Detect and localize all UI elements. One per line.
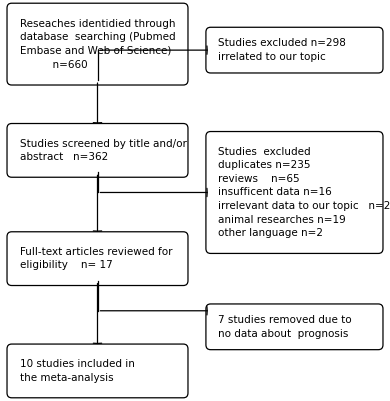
FancyBboxPatch shape (7, 344, 188, 398)
FancyBboxPatch shape (206, 132, 383, 253)
Text: 10 studies included in
the meta-analysis: 10 studies included in the meta-analysis (20, 359, 135, 383)
Text: Studies excluded n=298
irrelated to our topic: Studies excluded n=298 irrelated to our … (218, 38, 346, 62)
Text: Reseaches identidied through
database  searching (Pubmed
Embase and Web of Scien: Reseaches identidied through database se… (20, 19, 175, 69)
Text: Studies screened by title and/or
abstract   n=362: Studies screened by title and/or abstrac… (20, 139, 186, 162)
Text: Studies  excluded
duplicates n=235
reviews    n=65
insufficent data n=16
irrelev: Studies excluded duplicates n=235 review… (218, 147, 390, 238)
FancyBboxPatch shape (7, 232, 188, 286)
FancyBboxPatch shape (7, 124, 188, 177)
FancyBboxPatch shape (206, 304, 383, 350)
Text: Full-text articles reviewed for
eligibility    n= 17: Full-text articles reviewed for eligibil… (20, 247, 172, 270)
FancyBboxPatch shape (206, 27, 383, 73)
Text: 7 studies removed due to
no data about  prognosis: 7 studies removed due to no data about p… (218, 315, 352, 338)
FancyBboxPatch shape (7, 3, 188, 85)
